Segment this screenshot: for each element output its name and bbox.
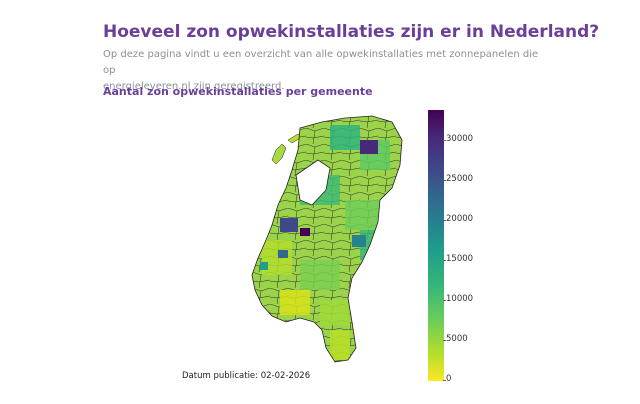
publication-date: Datum publicatie: 02-02-2026 [182,371,311,381]
intro-text: Op deze pagina vindt u een overzicht van… [103,47,543,95]
colorbar-tick: 20000 [442,214,474,224]
colorbar-tick: 30000 [442,134,474,144]
colorbar-tick: 15000 [442,254,474,264]
page-title: Hoeveel zon opwekinstallaties zijn er in… [103,22,600,42]
municipalities[interactable] [240,110,420,370]
intro-line-2: energieleveren.nl zijn geregistreerd. [103,81,285,92]
colorbar [428,110,444,381]
colorbar-tick: 5000 [443,334,468,344]
colorbar-tick: 25000 [442,174,474,184]
intro-line-1: Op deze pagina vindt u een overzicht van… [103,49,539,76]
choropleth-map[interactable] [0,100,640,400]
colorbar-tick: 0 [442,374,452,384]
map-section-title: Aantal zon opwekinstallaties per gemeent… [103,85,373,98]
netherlands-map-svg[interactable] [0,100,640,400]
colorbar-tick: 10000 [442,294,474,304]
